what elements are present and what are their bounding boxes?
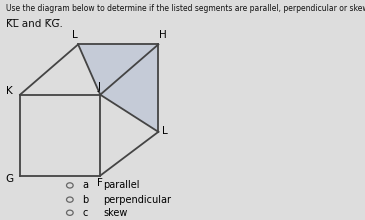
Text: perpendicular: perpendicular	[103, 195, 171, 205]
Text: b: b	[82, 195, 89, 205]
Text: L: L	[162, 126, 168, 136]
Polygon shape	[78, 44, 158, 132]
Text: skew: skew	[103, 208, 127, 218]
Text: F: F	[97, 178, 103, 188]
Text: K: K	[5, 86, 12, 96]
Text: parallel: parallel	[103, 180, 139, 191]
Text: G: G	[5, 174, 13, 184]
Text: H: H	[159, 29, 166, 40]
Text: a: a	[82, 180, 88, 191]
Text: Use the diagram below to determine if the listed segments are parallel, perpendi: Use the diagram below to determine if th…	[6, 4, 365, 13]
Text: K̅L̅ and K̅G̅.: K̅L̅ and K̅G̅.	[6, 19, 63, 29]
Text: J: J	[97, 82, 100, 92]
Text: c: c	[82, 208, 88, 218]
Text: L: L	[73, 29, 78, 40]
